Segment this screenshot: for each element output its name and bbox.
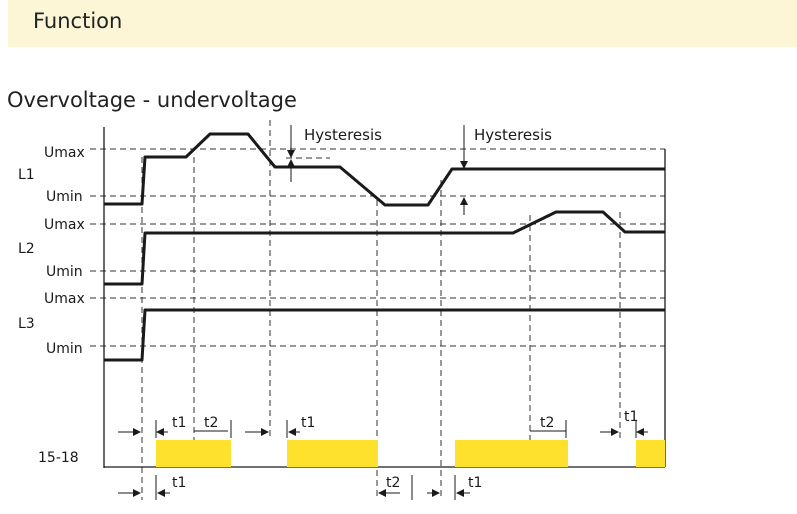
timing-label-t1: t1 [468, 475, 482, 491]
timing-label-t2: t2 [204, 415, 218, 431]
timing-label-t1: t1 [301, 415, 315, 431]
header-title: Function [33, 9, 123, 33]
time-markers [141, 120, 621, 500]
l2-umax-label: Umax [44, 217, 85, 233]
relay-on-bar [156, 440, 231, 467]
l1-signal [104, 132, 665, 207]
l1-label: L1 [18, 167, 35, 183]
relay-on-bar [287, 440, 378, 467]
section-title: Overvoltage - undervoltage [7, 88, 297, 112]
hysteresis-label: Hysteresis [474, 126, 552, 144]
hysteresis-arrows [287, 125, 468, 215]
l1-umax-label: Umax [44, 145, 85, 161]
timing-label-t1: t1 [624, 409, 638, 425]
timing-label-t2: t2 [540, 415, 554, 431]
l2-label: L2 [18, 241, 35, 257]
l3-label: L3 [18, 316, 35, 332]
timing-arrows-bottom [118, 475, 470, 500]
timing-label-t2: t2 [386, 475, 400, 491]
l3-umax-label: Umax [44, 291, 85, 307]
output-label: 15-18 [38, 450, 79, 466]
l3-signal [104, 308, 665, 362]
l2-umin-label: Umin [46, 264, 83, 280]
l1-umin-label: Umin [46, 189, 83, 205]
hysteresis-label: Hysteresis [304, 126, 382, 144]
relay-on-bar [636, 440, 665, 467]
timing-arrows-top [118, 420, 648, 438]
l2-signal [104, 210, 665, 286]
header-bar [8, 0, 797, 47]
l3-umin-label: Umin [46, 341, 83, 357]
level-dashed-lines [90, 148, 665, 347]
timing-label-t1: t1 [172, 475, 186, 491]
relay-on-bar [455, 440, 568, 467]
timing-label-t1: t1 [172, 415, 186, 431]
